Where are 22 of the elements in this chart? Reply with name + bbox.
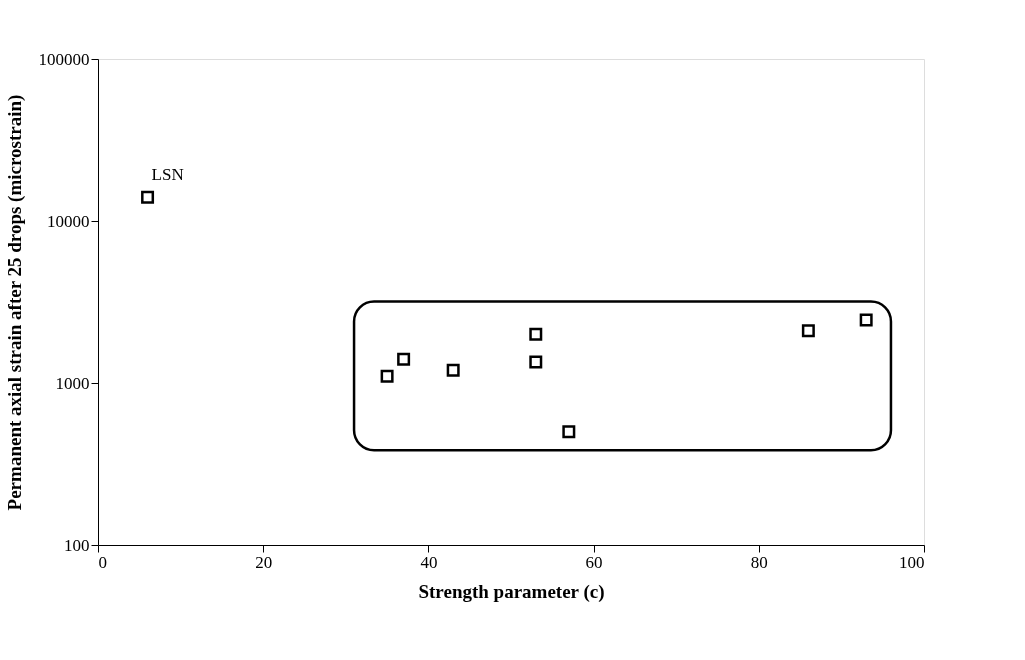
point	[529, 355, 543, 369]
y-axis-title: Permanent axial strain after 25 drops (microstrain)	[3, 94, 26, 511]
annotation: LSN	[151, 165, 184, 185]
y-tick-label: 100000	[38, 49, 90, 69]
point	[801, 324, 815, 338]
x-tick-label: 80	[750, 552, 768, 572]
x-axis-title: Strength parameter (c)	[418, 580, 605, 603]
x-tick-label: 40	[420, 552, 438, 572]
point	[397, 352, 411, 366]
x-tick-label: 60	[585, 552, 603, 572]
x-tick-label: 0	[98, 552, 107, 572]
point	[529, 327, 543, 341]
y-tick-label: 10000	[47, 211, 90, 231]
x-tick-label: 100	[899, 552, 925, 572]
point	[446, 363, 460, 377]
point	[859, 313, 873, 327]
point	[141, 190, 155, 204]
x-tick-label: 20	[255, 552, 273, 572]
y-tick-label: 1000	[55, 373, 90, 393]
point	[562, 425, 576, 439]
point	[380, 369, 394, 383]
y-tick-label: 100	[64, 535, 90, 555]
